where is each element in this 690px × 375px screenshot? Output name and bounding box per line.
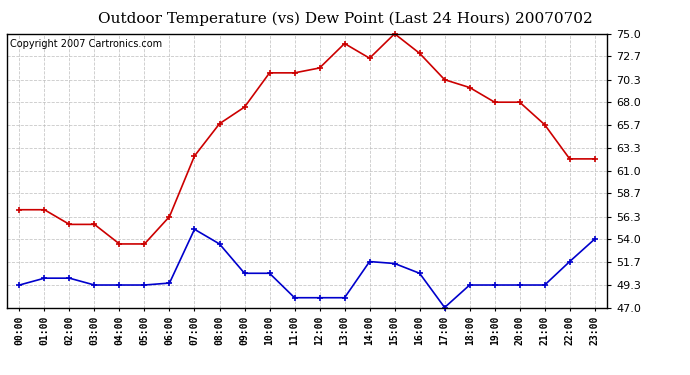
Text: Copyright 2007 Cartronics.com: Copyright 2007 Cartronics.com xyxy=(10,39,162,49)
Text: Outdoor Temperature (vs) Dew Point (Last 24 Hours) 20070702: Outdoor Temperature (vs) Dew Point (Last… xyxy=(97,11,593,26)
